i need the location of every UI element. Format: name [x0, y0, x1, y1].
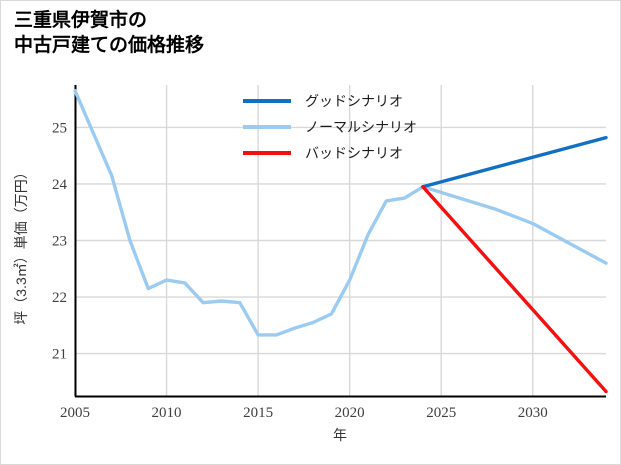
x-tick-label: 2005: [60, 405, 90, 421]
data-series-layer: [73, 88, 608, 394]
y-tick-label: 24: [52, 177, 68, 193]
x-axis-tick-labels: 2005 2010 2015 2020 2025 2030: [60, 405, 548, 421]
x-tick-label: 2025: [426, 405, 456, 421]
y-axis-title: 坪（3.3㎡）単価（万円）: [13, 165, 29, 324]
x-tick-label: 2020: [335, 405, 365, 421]
y-axis-tick-labels: 21 22 23 24 25: [52, 120, 68, 362]
x-tick-label: 2030: [518, 405, 548, 421]
chart-title-line-2: 中古戸建ての価格推移: [14, 35, 205, 57]
y-tick-label: 25: [52, 120, 67, 136]
legend-label-バッドシナリオ: バッドシナリオ: [305, 145, 403, 161]
series-line-グッドシナリオ: [421, 135, 608, 189]
legend-label-ノーマルシナリオ: ノーマルシナリオ: [305, 119, 417, 135]
y-tick-label: 23: [52, 234, 67, 250]
y-tick-label: 22: [52, 290, 67, 306]
x-axis-title: 年: [333, 427, 347, 443]
x-tick-label: 2010: [152, 405, 182, 421]
axis-lines: [74, 85, 606, 398]
series-line-ノーマルシナリオ: [73, 88, 608, 337]
chart-title: 三重県伊賀市の 中古戸建ての価格推移: [14, 8, 204, 58]
x-tick-label: 2015: [243, 405, 273, 421]
legend-label-グッドシナリオ: グッドシナリオ: [305, 93, 403, 109]
y-tick-label: 21: [52, 347, 67, 363]
chart-title-line-1: 三重県伊賀市の: [14, 10, 148, 31]
series-line-バッドシナリオ: [421, 185, 608, 394]
